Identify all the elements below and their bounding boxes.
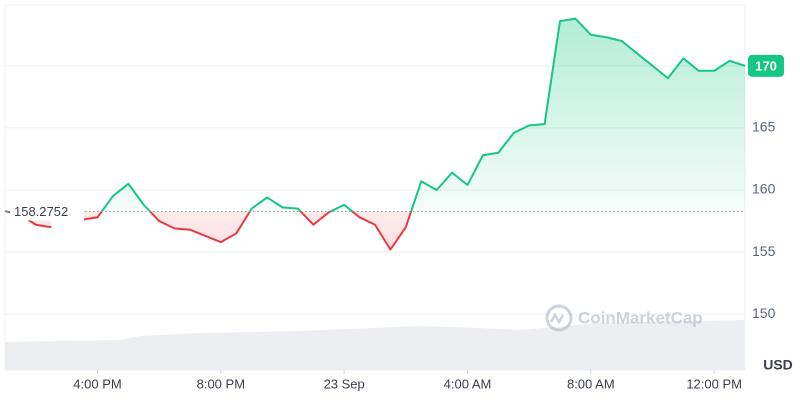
unit-label: USD — [763, 357, 793, 373]
x-tick-label: 23 Sep — [324, 376, 365, 391]
watermark-text: CoinMarketCap — [578, 308, 703, 327]
x-tick-label: 12:00 PM — [686, 376, 742, 391]
current-price-tag — [748, 54, 784, 77]
current-price-label: 170 — [755, 58, 777, 73]
y-tick-label: 160 — [752, 181, 776, 197]
volume-area — [5, 320, 745, 370]
baseline-label: 158.2752 — [14, 204, 68, 219]
price-area — [82, 18, 746, 250]
watermark: CoinMarketCap — [545, 304, 703, 332]
price-line — [81, 17, 746, 251]
y-tick-label: 165 — [752, 119, 776, 135]
x-tick-label: 4:00 PM — [73, 376, 121, 391]
x-tick-label: 4:00 AM — [444, 376, 492, 391]
baseline-label-bg — [10, 202, 84, 221]
x-tick-label: 8:00 AM — [567, 376, 615, 391]
y-tick-label: 155 — [752, 243, 776, 259]
y-tick-label: 150 — [752, 305, 776, 321]
x-tick-label: 8:00 PM — [197, 376, 245, 391]
